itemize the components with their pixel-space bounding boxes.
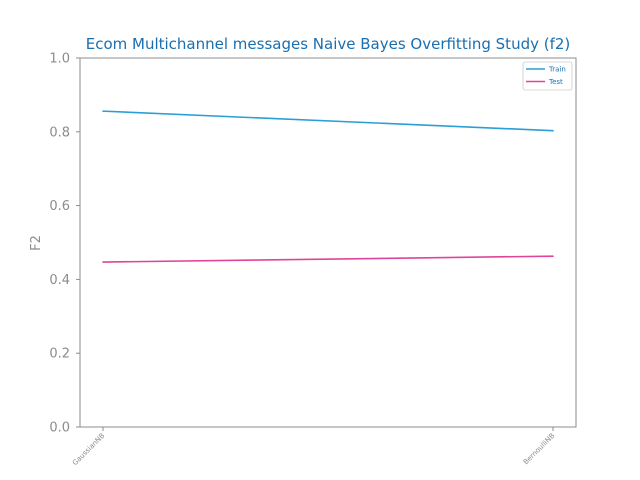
data-point <box>102 110 104 112</box>
y-tick-label: 0.6 <box>49 199 70 214</box>
y-tick-label: 0.8 <box>49 125 70 140</box>
x-axis: GaussianNB BernoulliNB <box>71 427 557 467</box>
chart-title: Ecom Multichannel messages Naive Bayes O… <box>86 35 571 53</box>
y-axis: 0.0 0.2 0.4 0.6 0.8 1.0 <box>49 52 80 436</box>
y-tick-label: 0.0 <box>49 421 70 436</box>
y-tick-label: 0.2 <box>49 347 70 362</box>
legend-label: Test <box>548 78 563 86</box>
legend: Train Test <box>522 61 573 91</box>
data-point <box>552 129 554 132</box>
legend-label: Train <box>548 66 566 74</box>
y-tick-label: 0.4 <box>49 273 70 288</box>
y-tick-label: 1.0 <box>49 52 70 67</box>
x-tick-label: GaussianNB <box>71 432 107 468</box>
series-line-train <box>102 110 554 132</box>
data-point <box>102 261 104 263</box>
plot-area <box>79 57 577 428</box>
y-axis-label: F2 <box>29 235 44 251</box>
data-point <box>552 255 554 257</box>
x-tick-label: BernoulliNB <box>522 432 557 467</box>
series-line-test <box>102 255 554 263</box>
series-lines <box>102 110 554 263</box>
